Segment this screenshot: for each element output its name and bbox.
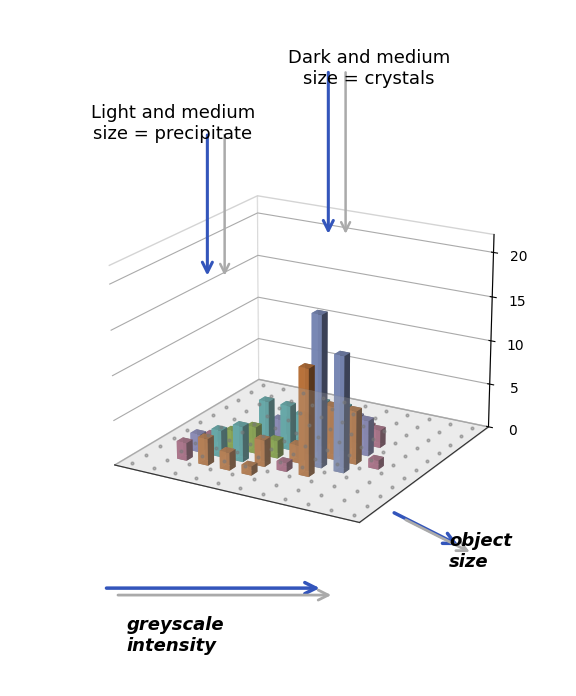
Text: Light and medium
size = precipitate: Light and medium size = precipitate: [90, 104, 255, 143]
Text: object
size: object size: [449, 532, 512, 571]
Text: Dark and medium
size = crystals: Dark and medium size = crystals: [287, 49, 450, 88]
Text: greyscale
intensity: greyscale intensity: [127, 616, 224, 655]
